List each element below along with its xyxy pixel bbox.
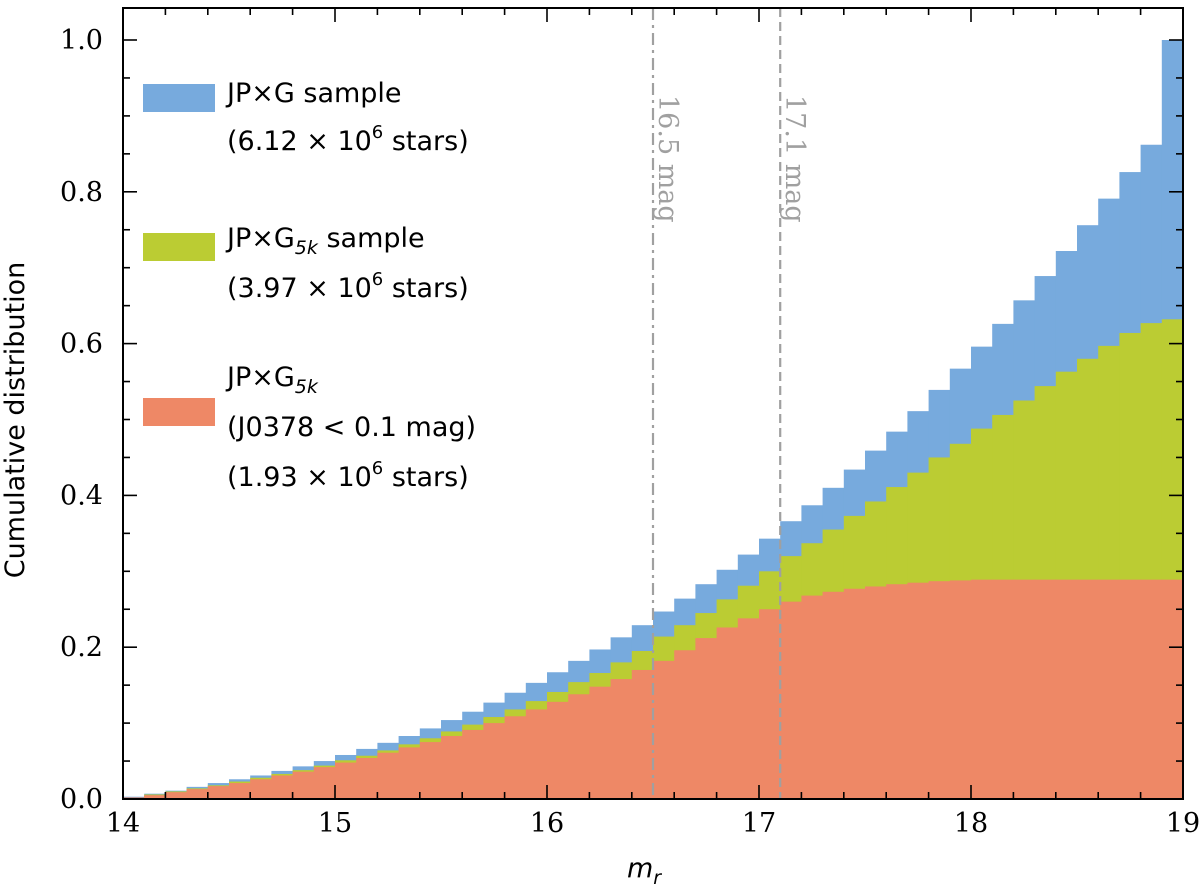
bar (356, 758, 378, 799)
legend-swatch-2 (143, 233, 215, 261)
x-tick-label: 17 (742, 808, 776, 839)
bar (271, 775, 294, 799)
bar (737, 618, 760, 799)
y-tick-label: 0.8 (60, 177, 103, 208)
bar (229, 783, 251, 799)
bar (441, 736, 463, 799)
legend-swatch-3 (143, 398, 215, 426)
bar (780, 601, 802, 799)
bar (992, 579, 1014, 799)
bar (1098, 579, 1120, 799)
bar (547, 701, 569, 799)
bar (207, 786, 230, 799)
bar (886, 584, 908, 799)
vline-label-2: 17.1 mag (779, 95, 810, 223)
bar (971, 579, 993, 799)
bar (165, 792, 188, 799)
y-tick-label: 0.4 (60, 480, 103, 511)
bar (462, 729, 484, 799)
reference-lines: 16.5 mag 17.1 mag (651, 8, 810, 799)
series-3-bars (123, 579, 1184, 799)
bar (504, 716, 527, 799)
x-axis-title: mr (627, 853, 662, 889)
x-tick-label: 15 (318, 808, 352, 839)
bar (1034, 579, 1057, 799)
bar (398, 747, 421, 799)
bar (377, 752, 400, 799)
bar (419, 742, 442, 799)
x-tick-label: 14 (106, 808, 140, 839)
bar (292, 771, 315, 799)
bar (801, 595, 824, 799)
bar (928, 581, 951, 799)
y-tick-label: 1.0 (60, 25, 103, 56)
y-tick-label: 0.2 (60, 632, 103, 663)
bar (1119, 579, 1142, 799)
legend-swatch-1 (143, 84, 215, 112)
bar (907, 582, 930, 799)
legend-label-1-line1: JP×G sample (225, 78, 402, 109)
histogram-bars (123, 40, 1184, 800)
bar (335, 762, 357, 799)
bar (568, 694, 590, 799)
bar (653, 660, 675, 799)
legend-label-2-line1: JP×G5k sample (225, 223, 425, 259)
x-tick-label: 16 (530, 808, 564, 839)
axes: 14 15 16 17 18 19 0.0 0.2 0.4 0.6 0.8 1.0 (60, 7, 1200, 839)
legend-label-3-line3: (1.93 × 106 stars) (227, 458, 469, 493)
x-tick-label: 18 (954, 808, 988, 839)
y-tick-label: 0.0 (60, 784, 103, 815)
bar (843, 588, 866, 799)
bar (1013, 579, 1036, 799)
bar (865, 586, 887, 799)
legend-label-3-line2: (J0378 < 0.1 mag) (227, 412, 476, 443)
plot-frame (122, 7, 1184, 800)
bar (144, 795, 166, 799)
bar (631, 669, 654, 799)
bar (1055, 579, 1078, 799)
bar (1140, 579, 1163, 799)
bar (250, 779, 272, 799)
bar (716, 627, 739, 799)
legend-label-3-line1: JP×G5k (225, 362, 319, 398)
bar (610, 679, 633, 799)
bar (525, 709, 548, 799)
bar (483, 723, 506, 799)
bar (822, 591, 845, 799)
bar (949, 580, 972, 799)
legend: JP×G sample (6.12 × 106 stars) JP×G5k samp… (143, 78, 476, 493)
bar (674, 650, 696, 799)
y-axis-title: Cumulative distribution (0, 262, 31, 579)
bar (695, 638, 718, 799)
bar (589, 686, 612, 799)
bar (759, 609, 781, 799)
bar (1077, 579, 1099, 799)
bar (1161, 579, 1184, 799)
legend-label-2-line2: (3.97 × 106 stars) (227, 269, 469, 304)
x-tick-label: 19 (1166, 808, 1200, 839)
vline-label-1: 16.5 mag (652, 95, 683, 223)
legend-label-1-line2: (6.12 × 106 stars) (227, 122, 469, 157)
bar (313, 767, 336, 799)
bar (186, 789, 209, 799)
y-tick-label: 0.6 (60, 329, 103, 360)
